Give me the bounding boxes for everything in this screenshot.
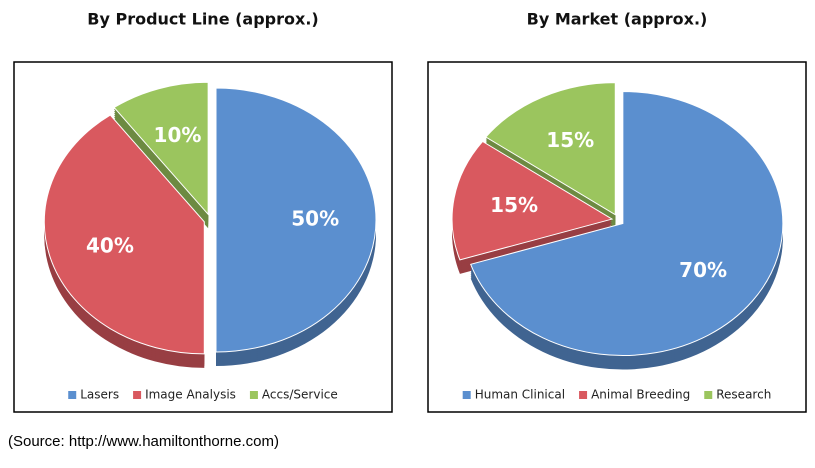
data-label: 40% <box>86 234 134 258</box>
data-label: 10% <box>154 123 202 147</box>
data-label: 50% <box>291 207 339 231</box>
legend-swatch <box>579 391 588 399</box>
slice <box>485 82 616 216</box>
legend-swatch <box>249 391 258 399</box>
legend-label: Accs/Service <box>262 388 338 402</box>
chart-title: By Market (approx.) <box>527 10 708 29</box>
legend-label: Animal Breeding <box>591 388 690 402</box>
legend-swatch <box>704 391 713 399</box>
slice <box>451 140 614 261</box>
legend-label: Human Clinical <box>475 388 565 402</box>
chart-title: By Product Line (approx.) <box>87 10 318 29</box>
slice <box>215 87 377 353</box>
data-label: 15% <box>546 128 594 152</box>
legend-label: Image Analysis <box>145 388 236 402</box>
slice <box>113 81 209 216</box>
legend-swatch <box>133 391 142 399</box>
slice <box>470 91 784 357</box>
legend-swatch <box>68 391 77 399</box>
source-note: (Source: http://www.hamiltonthorne.com) <box>8 433 279 450</box>
legend-swatch <box>462 391 471 399</box>
legend-label: Lasers <box>80 388 119 402</box>
data-label: 70% <box>679 258 727 282</box>
data-label: 15% <box>490 193 538 217</box>
legend-label: Research <box>716 388 771 402</box>
slice <box>43 114 205 355</box>
